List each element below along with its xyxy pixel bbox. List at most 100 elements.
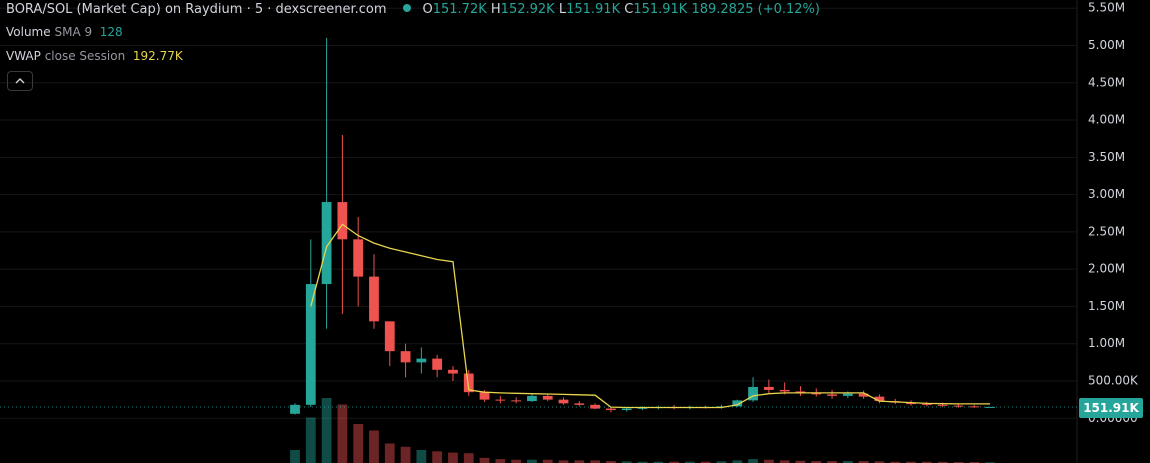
volume-bar <box>669 461 679 463</box>
volume-bar <box>748 459 758 463</box>
candle-body <box>985 406 995 408</box>
candle-body <box>558 399 569 404</box>
volume-bar <box>795 460 806 463</box>
volume-legend[interactable]: Volume SMA 9 128 <box>6 25 123 39</box>
ohlc-value: 151.91K <box>566 2 621 17</box>
volume-bar <box>606 461 616 463</box>
volume-bar <box>305 417 316 463</box>
volume-bar <box>890 461 901 463</box>
ohlc-letter: O <box>422 2 433 17</box>
volume-bar <box>858 461 869 463</box>
candle-body <box>400 351 411 363</box>
chart-title: BORA/SOL (Market Cap) on Raydium · 5 · d… <box>6 2 387 17</box>
y-tick-label: 1.50M <box>1088 299 1125 313</box>
candle-body <box>290 404 300 414</box>
candle-body <box>969 406 980 408</box>
candle-body <box>416 358 427 363</box>
volume-bar <box>700 461 711 463</box>
volume-bar <box>937 461 948 463</box>
legend-header: BORA/SOL (Market Cap) on Raydium · 5 · d… <box>6 2 820 17</box>
y-tick-label: 2.50M <box>1088 224 1125 238</box>
candle-body <box>621 408 632 411</box>
collapse-button[interactable] <box>7 71 33 91</box>
candle-body <box>448 369 458 374</box>
status-dot <box>402 4 411 12</box>
volume-bar <box>779 460 790 463</box>
candle-body <box>305 284 316 405</box>
change: 189.2825 (+0.12%) <box>691 2 820 17</box>
candle-body <box>511 400 522 402</box>
volume-bar <box>558 460 569 463</box>
candle-body <box>321 202 332 285</box>
candle-body <box>637 407 648 409</box>
candle-body <box>574 403 585 405</box>
last-price-tag: 151.91K <box>1079 398 1143 418</box>
candle-body <box>937 404 948 406</box>
volume-bar <box>290 450 300 463</box>
volume-bar <box>432 451 443 463</box>
volume-bar <box>590 460 601 463</box>
indicator-name: Volume <box>6 25 51 39</box>
indicator-value: 128 <box>99 25 123 39</box>
volume-bar <box>542 459 553 463</box>
candle-body <box>921 404 932 406</box>
candle-body <box>842 393 853 396</box>
candle-body <box>906 402 916 405</box>
candle-body <box>858 393 869 397</box>
candle-body <box>337 202 348 240</box>
candle-body <box>874 396 885 402</box>
volume-bar <box>321 398 332 463</box>
indicator-value: 192.77K <box>132 49 183 63</box>
volume-bar <box>763 459 774 463</box>
volume-bar <box>906 461 916 463</box>
volume-bar <box>874 461 885 463</box>
candle-body <box>384 321 395 352</box>
volume-bar <box>337 404 348 463</box>
candle-body <box>479 392 490 400</box>
candle-body <box>763 386 774 390</box>
vwap-legend[interactable]: VWAP close Session 192.77K <box>6 49 183 63</box>
volume-bar <box>716 461 727 463</box>
y-tick-label: 4.50M <box>1088 75 1125 89</box>
volume-bar <box>400 446 411 463</box>
y-tick-label: 5.50M <box>1088 1 1125 15</box>
candle-body <box>590 404 601 409</box>
y-tick-label: 500.00K <box>1088 373 1139 387</box>
volume-bar <box>653 461 664 463</box>
volume-bar <box>353 424 364 463</box>
y-tick-label: 1.00M <box>1088 336 1125 350</box>
ohlc-letter: L <box>558 2 567 17</box>
candle-body <box>732 400 743 407</box>
volume-bar <box>637 461 648 463</box>
volume-bar <box>384 443 395 463</box>
volume-bar <box>479 457 490 463</box>
vwap-line <box>310 223 990 409</box>
candle-body <box>779 389 790 392</box>
candle-body <box>432 358 443 370</box>
indicator-params: close Session <box>44 49 126 63</box>
volume-bar <box>811 461 822 463</box>
candle-body <box>369 276 379 322</box>
y-tick-label: 2.00M <box>1088 262 1125 276</box>
candle-body <box>953 405 964 407</box>
chevron-icon <box>15 78 25 84</box>
candle-body <box>748 386 758 401</box>
y-tick-label: 4.00M <box>1088 113 1125 127</box>
volume-bar <box>463 453 474 463</box>
candle-body <box>606 408 616 411</box>
candle-body <box>811 392 822 395</box>
candle-body <box>827 394 837 396</box>
volume-bar <box>842 461 853 463</box>
candle-body <box>542 395 553 400</box>
y-tick-label: 3.00M <box>1088 187 1125 201</box>
candle-body <box>795 391 806 393</box>
volume-bar <box>684 461 695 463</box>
volume-bar <box>732 460 743 463</box>
volume-bar <box>495 459 506 463</box>
candle-body <box>353 239 364 277</box>
y-tick-label: 3.50M <box>1088 150 1125 164</box>
candle-body <box>463 373 474 393</box>
volume-bar <box>574 460 585 463</box>
volume-bar <box>369 430 379 463</box>
